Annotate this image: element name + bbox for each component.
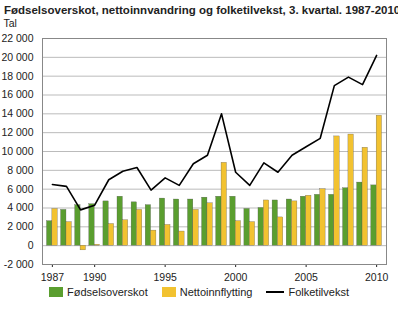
svg-text:1995: 1995 [153, 271, 177, 283]
svg-text:-2 000: -2 000 [4, 258, 34, 270]
svg-text:10 000: 10 000 [1, 145, 33, 157]
svg-text:6 000: 6 000 [7, 183, 33, 195]
svg-text:18 000: 18 000 [1, 70, 33, 82]
svg-text:1987: 1987 [41, 271, 65, 283]
svg-text:12 000: 12 000 [1, 126, 33, 138]
html-text:Nettoinnflytting: Nettoinnflytting [179, 286, 253, 298]
svg-text:22 000: 22 000 [1, 32, 33, 44]
svg-text:8 000: 8 000 [7, 164, 33, 176]
html-text:Fødselsoverskot: Fødselsoverskot [67, 286, 148, 298]
svg-text:Tal: Tal [4, 17, 17, 29]
svg-text:1990: 1990 [83, 271, 107, 283]
svg-text:0: 0 [28, 239, 34, 251]
svg-text:2005: 2005 [294, 271, 318, 283]
html-text:Folketilvekst: Folketilvekst [288, 286, 349, 298]
svg-text:16 000: 16 000 [1, 88, 33, 100]
svg-text:2 000: 2 000 [7, 220, 33, 232]
svg-text:14 000: 14 000 [1, 107, 33, 119]
svg-text:4 000: 4 000 [7, 201, 33, 213]
svg-text:2010: 2010 [365, 271, 389, 283]
svg-text:20 000: 20 000 [1, 51, 33, 63]
svg-text:2000: 2000 [224, 271, 248, 283]
